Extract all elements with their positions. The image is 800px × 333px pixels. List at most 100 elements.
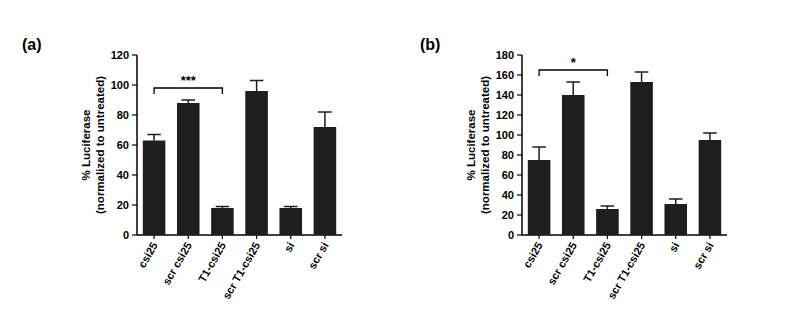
x-tick-label: scr csi25 — [545, 240, 579, 287]
x-tick-label: csi25 — [521, 240, 545, 270]
y-tick — [517, 174, 522, 175]
error-cap — [566, 81, 580, 83]
y-tick — [517, 54, 522, 55]
x-tick-label: scr si — [306, 240, 331, 271]
y-tick-label: 40 — [502, 189, 514, 201]
error-cap — [703, 132, 717, 134]
significance-label: * — [571, 55, 577, 70]
x-tick — [573, 235, 574, 239]
y-tick — [132, 144, 137, 145]
y-tick-label: 0 — [123, 229, 129, 241]
y-tick-label: 40 — [117, 169, 129, 181]
x-tick-label: scr si — [691, 240, 716, 271]
panel: (a)% Luciferase(normalized to untreated)… — [22, 36, 342, 301]
bar — [562, 95, 585, 235]
error-bar — [284, 207, 298, 209]
y-tick — [132, 114, 137, 115]
x-tick — [324, 235, 325, 239]
error-cap — [532, 146, 546, 148]
y-axis-label: % Luciferase — [80, 110, 92, 181]
y-tick — [517, 74, 522, 75]
error-cap — [216, 206, 230, 208]
error-cap — [181, 99, 195, 101]
error-bar — [601, 206, 615, 209]
x-tick-label: scr T1-csi25 — [605, 240, 647, 301]
bar — [279, 208, 302, 235]
error-bar — [635, 72, 649, 82]
y-tick — [517, 154, 522, 155]
y-tick — [517, 194, 522, 195]
x-tick — [188, 235, 189, 239]
error-stem — [153, 135, 155, 141]
error-stem — [256, 81, 258, 92]
y-tick — [517, 234, 522, 235]
error-stem — [324, 112, 326, 127]
x-tick-label: T1-csi25 — [581, 240, 613, 284]
error-bar — [532, 147, 546, 160]
y-tick-label: 120 — [496, 109, 514, 121]
figure: (a)% Luciferase(normalized to untreated)… — [0, 0, 800, 333]
error-bar — [147, 135, 161, 141]
x-tick — [222, 235, 223, 239]
error-stem — [538, 147, 540, 160]
significance-label: *** — [181, 73, 197, 88]
error-stem — [573, 82, 575, 95]
y-tick — [517, 214, 522, 215]
error-bar — [250, 81, 264, 92]
y-tick — [132, 204, 137, 205]
error-stem — [709, 133, 711, 140]
x-tick — [607, 235, 608, 239]
y-tick-label: 0 — [508, 229, 514, 241]
bar — [664, 204, 687, 235]
error-bar — [566, 82, 580, 95]
y-axis-label: % Luciferase — [465, 110, 477, 181]
error-cap — [147, 134, 161, 136]
error-stem — [641, 72, 643, 82]
significance-bracket — [539, 70, 607, 76]
error-bar — [703, 133, 717, 140]
y-tick — [132, 54, 137, 55]
y-tick — [517, 134, 522, 135]
panel-title: (b) — [420, 36, 440, 53]
error-cap — [669, 198, 683, 200]
error-cap — [250, 80, 264, 82]
panel: (b) % Luciferase(normalized to untreated)… — [420, 36, 727, 301]
error-cap — [318, 111, 332, 113]
bar — [528, 160, 551, 235]
bar — [596, 209, 619, 235]
error-bar — [216, 207, 230, 209]
bar — [143, 141, 166, 236]
x-axis — [137, 234, 342, 236]
y-tick-label: 120 — [111, 49, 129, 61]
y-tick-label: 60 — [502, 169, 514, 181]
marks — [143, 81, 336, 236]
error-bar — [181, 100, 195, 103]
y-tick — [132, 174, 137, 175]
y-axis-label: (normalized to untreated) — [479, 76, 491, 214]
x-tick-label: scr T1-csi25 — [220, 240, 262, 301]
error-bar — [318, 112, 332, 127]
x-tick — [256, 235, 257, 239]
x-tick — [709, 235, 710, 239]
y-tick-label: 60 — [117, 139, 129, 151]
bar — [630, 82, 653, 235]
error-cap — [284, 206, 298, 208]
error-cap — [601, 205, 615, 207]
x-tick-label: scr csi25 — [160, 240, 194, 287]
bar — [245, 91, 268, 235]
x-tick-label: csi25 — [136, 240, 160, 270]
x-tick-label: si — [281, 240, 296, 254]
y-axis — [521, 55, 523, 235]
x-tick-label: T1-csi25 — [196, 240, 228, 284]
x-tick — [538, 235, 539, 239]
y-tick-label: 160 — [496, 69, 514, 81]
x-tick — [641, 235, 642, 239]
y-tick — [132, 84, 137, 85]
significance-bracket — [154, 88, 222, 94]
bar — [177, 103, 200, 235]
y-tick-label: 140 — [496, 89, 514, 101]
x-tick-label: si — [666, 240, 681, 254]
bar — [699, 140, 722, 235]
marks — [528, 72, 721, 235]
bar — [314, 127, 337, 235]
